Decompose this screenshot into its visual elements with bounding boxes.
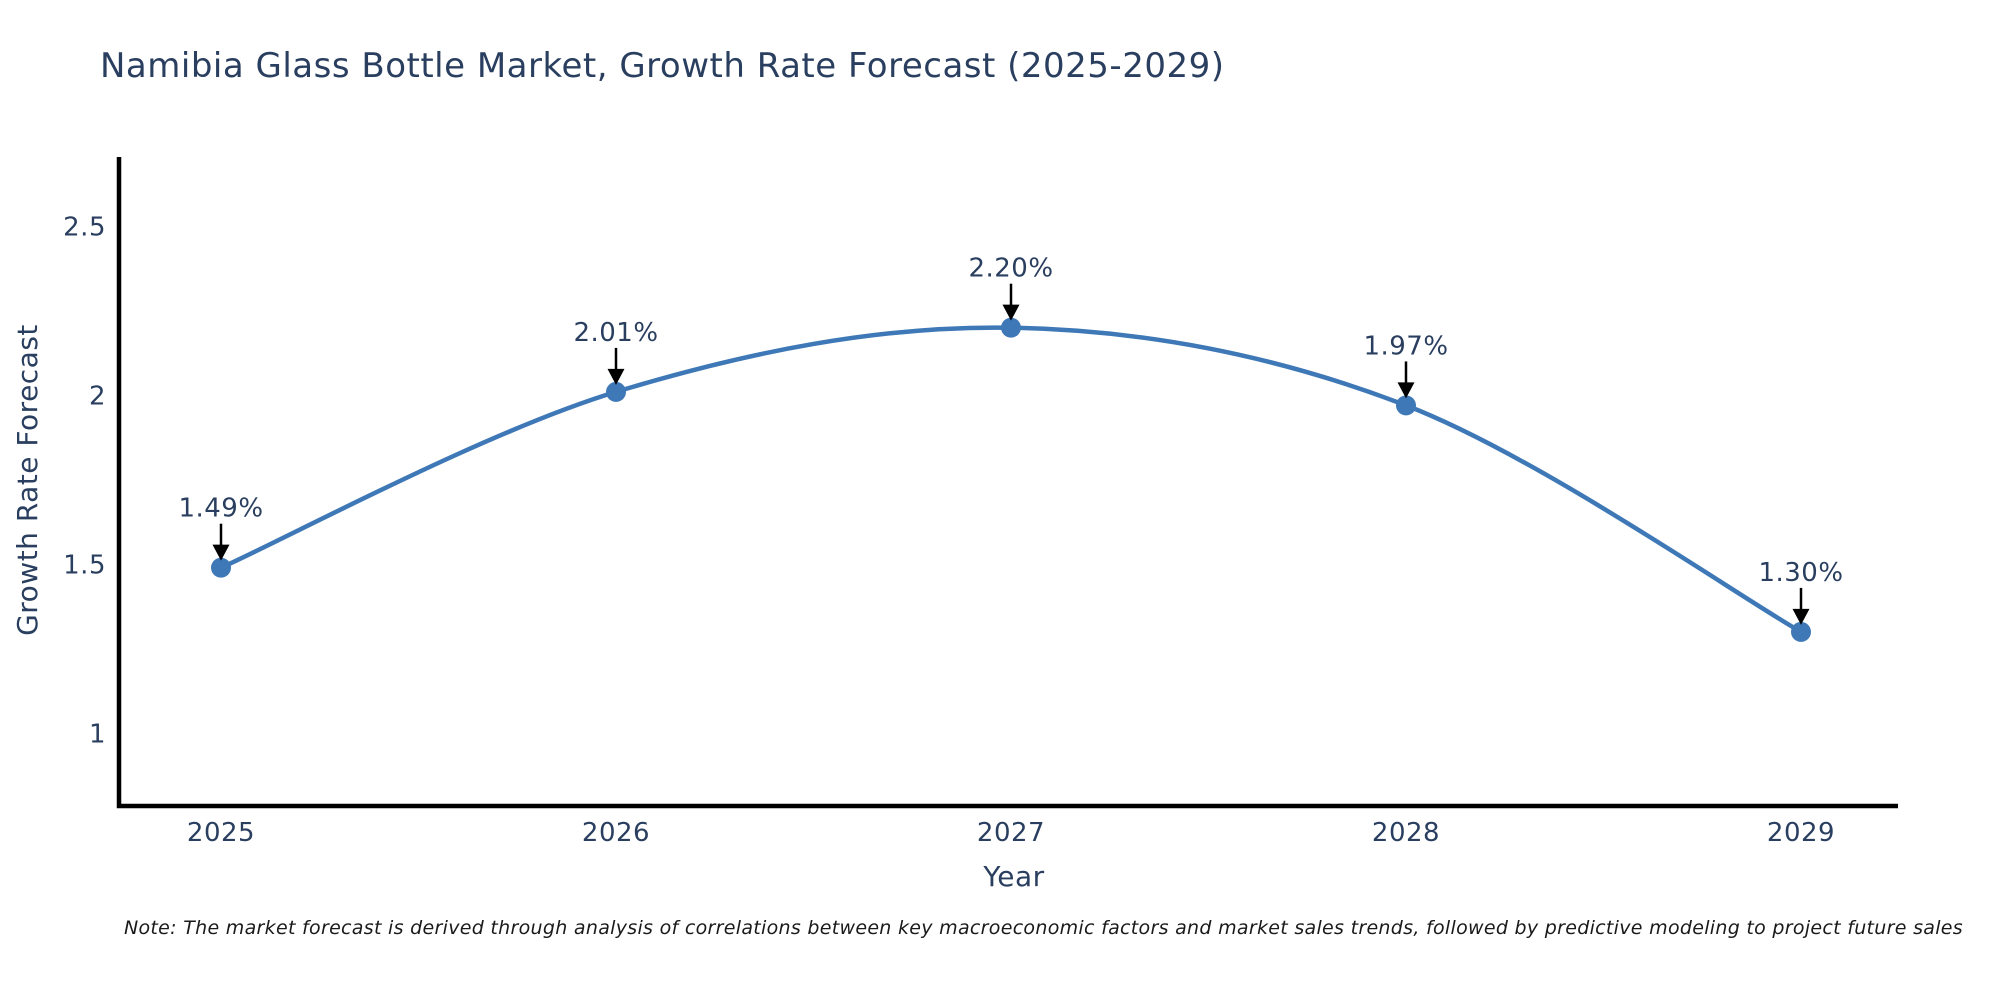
annotation-label: 1.97% (1363, 331, 1448, 361)
annotation-label: 1.30% (1758, 558, 1843, 588)
y-axis-title: Growth Rate Forecast (11, 324, 44, 636)
data-point-2026[interactable] (606, 381, 626, 402)
chart-title: Namibia Glass Bottle Market, Growth Rate… (100, 46, 1225, 86)
y-tick-label: 1.5 (63, 550, 106, 580)
data-point-2027[interactable] (1001, 317, 1021, 338)
annotation-label: 2.01% (573, 318, 658, 348)
annotation-arrowhead (1002, 304, 1020, 321)
y-tick-label: 2 (89, 381, 106, 411)
annotation-label: 1.49% (178, 494, 263, 524)
x-tick-label: 2027 (977, 818, 1045, 848)
data-point-2029[interactable] (1791, 621, 1811, 642)
x-tick-label: 2026 (582, 818, 650, 848)
annotation-arrowhead (607, 368, 625, 385)
y-tick-label: 1 (89, 719, 106, 749)
forecast-line (218, 325, 1804, 635)
data-point-2028[interactable] (1396, 395, 1416, 416)
annotation-arrowhead (1792, 608, 1810, 625)
footnote: Note: The market forecast is derived thr… (124, 917, 1963, 939)
x-tick-label: 2029 (1767, 818, 1835, 848)
y-tick-label: 2.5 (63, 212, 106, 242)
data-point-2025[interactable] (211, 557, 231, 578)
annotation-arrowhead (212, 544, 230, 561)
x-tick-label: 2025 (187, 818, 255, 848)
axis-lines (116, 157, 1898, 809)
annotation-arrowhead (1397, 382, 1415, 399)
x-axis-title: Year (982, 860, 1044, 893)
x-tick-label: 2028 (1372, 818, 1440, 848)
annotation-label: 2.20% (968, 254, 1053, 284)
